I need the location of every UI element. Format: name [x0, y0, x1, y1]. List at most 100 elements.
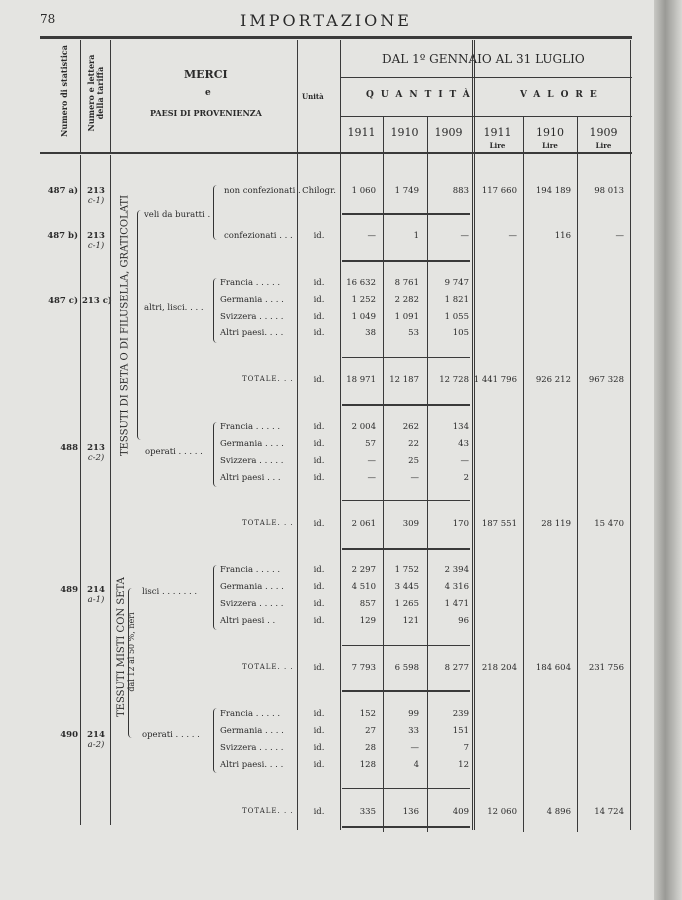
- column-rule: [577, 117, 578, 832]
- quantity-1911: 1 252: [351, 295, 376, 305]
- page-number: 78: [40, 12, 56, 26]
- tariff-letter: c-1): [87, 241, 105, 251]
- quantity-1909: 8 277: [444, 663, 469, 673]
- tariff-letter: a-2): [87, 740, 105, 750]
- column-rule: [80, 155, 81, 825]
- row-label: Altri paesi . . .: [220, 473, 281, 483]
- header-period: DAL 1º GENNAIO AL 31 LUGLIO: [382, 52, 585, 66]
- column-rule: [427, 117, 428, 832]
- stat-number: 487 b): [47, 231, 78, 241]
- tariff-number: 213: [87, 443, 105, 453]
- value-1911: 12 060: [487, 807, 517, 817]
- quantity-1909: 2 394: [444, 565, 469, 575]
- year-value: 1909: [589, 126, 618, 139]
- year-quantity: 1911: [347, 126, 376, 139]
- quantity-1910: 2 282: [394, 295, 419, 305]
- column-rule: [383, 117, 384, 832]
- unit: id.: [313, 599, 325, 609]
- year-quantity: 1910: [390, 126, 419, 139]
- quantity-1909: 96: [458, 616, 469, 626]
- header-stat-number: Numero di statistica: [59, 45, 69, 137]
- quantity-1910: 1 752: [394, 565, 419, 575]
- row-label: Francia . . . . .: [220, 709, 281, 719]
- brace: [213, 185, 218, 240]
- quantity-1911: 1 049: [351, 312, 376, 322]
- brace: [137, 210, 142, 440]
- value-1909: 98 013: [594, 186, 624, 196]
- brace: [128, 588, 133, 738]
- quantity-1910: 25: [408, 456, 419, 466]
- quantity-1911: 16 632: [346, 278, 376, 288]
- quantity-1910: 8 761: [394, 278, 419, 288]
- unit: id.: [313, 616, 325, 626]
- quantity-1909: 409: [452, 807, 469, 817]
- value-1911: 1 441 796: [473, 375, 517, 385]
- tariff-number: 213 c): [82, 296, 112, 306]
- quantity-1909: 1 471: [444, 599, 469, 609]
- quantity-1910: 1: [413, 231, 419, 241]
- quantity-1909: 9 747: [444, 278, 469, 288]
- quantity-1910: 1 265: [394, 599, 419, 609]
- row-label: Svizzera . . . . .: [220, 599, 284, 609]
- quantity-1909: 7: [463, 743, 469, 753]
- quantity-1910: 6 598: [394, 663, 419, 673]
- quantity-1910: 121: [402, 616, 419, 626]
- lire-label: Lire: [489, 141, 506, 150]
- value-1911: 218 204: [481, 663, 517, 673]
- row-label: Germania . . . .: [220, 295, 284, 305]
- quantity-1910: 99: [408, 709, 419, 719]
- quantity-1909: 1 055: [444, 312, 469, 322]
- thick-separator: [342, 213, 470, 215]
- quantity-1911: —: [367, 473, 377, 483]
- unit: id.: [313, 295, 325, 305]
- row-label: Francia . . . . .: [220, 422, 281, 432]
- stat-number: 487 a): [47, 186, 78, 196]
- unit: id.: [313, 663, 325, 673]
- quantity-1910: —: [410, 743, 420, 753]
- unit: id.: [313, 565, 325, 575]
- tariff-number: 214: [87, 730, 105, 740]
- page-edge-shadow: [654, 0, 682, 900]
- row-label: Germania . . . .: [220, 582, 284, 592]
- quantity-1910: 1 749: [394, 186, 419, 196]
- tariff-letter: a-1): [87, 595, 105, 605]
- unit: id.: [313, 231, 325, 241]
- quantity-1909: 239: [452, 709, 469, 719]
- quantity-1910: 1 091: [394, 312, 419, 322]
- unit: id.: [313, 726, 325, 736]
- thick-separator: [342, 826, 470, 828]
- stat-number: 489: [60, 585, 78, 595]
- thick-separator: [342, 260, 470, 262]
- value-1910: 194 189: [535, 186, 571, 196]
- unit: id.: [313, 743, 325, 753]
- value-1910: 28 119: [541, 519, 571, 529]
- row-label: non confezionati .: [224, 186, 301, 196]
- row-label: Altri paesi. . . .: [220, 760, 284, 770]
- row-label: Francia . . . . .: [220, 565, 281, 575]
- unit: id.: [313, 375, 325, 385]
- tariff-letter: c-1): [87, 196, 105, 206]
- unit: id.: [313, 807, 325, 817]
- quantity-1910: 4: [413, 760, 419, 770]
- quantity-1911: 129: [359, 616, 376, 626]
- quantity-1909: 1 821: [444, 295, 469, 305]
- quantity-1911: 152: [359, 709, 376, 719]
- unit: id.: [313, 582, 325, 592]
- thin-separator: [342, 788, 470, 789]
- quantity-1909: 12: [458, 760, 469, 770]
- value-1909: 15 470: [594, 519, 624, 529]
- quantity-1909: 151: [452, 726, 469, 736]
- quantity-1909: 4 316: [444, 582, 469, 592]
- brace: [213, 565, 218, 630]
- quantity-1911: 57: [365, 439, 376, 449]
- column-rule: [340, 40, 341, 830]
- lire-label: Lire: [542, 141, 558, 150]
- stat-number: 487 c): [48, 296, 78, 306]
- sub-category: altri, lisci. . . .: [144, 303, 204, 313]
- quantity-1911: —: [367, 456, 377, 466]
- quantity-1909: 134: [452, 422, 469, 432]
- category-seta: TESSUTI DI SETA O DI FILUSELLA, GRATICOL…: [119, 194, 131, 457]
- thin-separator: [342, 357, 470, 358]
- running-title: IMPORTAZIONE: [240, 11, 412, 30]
- row-label: Francia . . . . .: [220, 278, 281, 288]
